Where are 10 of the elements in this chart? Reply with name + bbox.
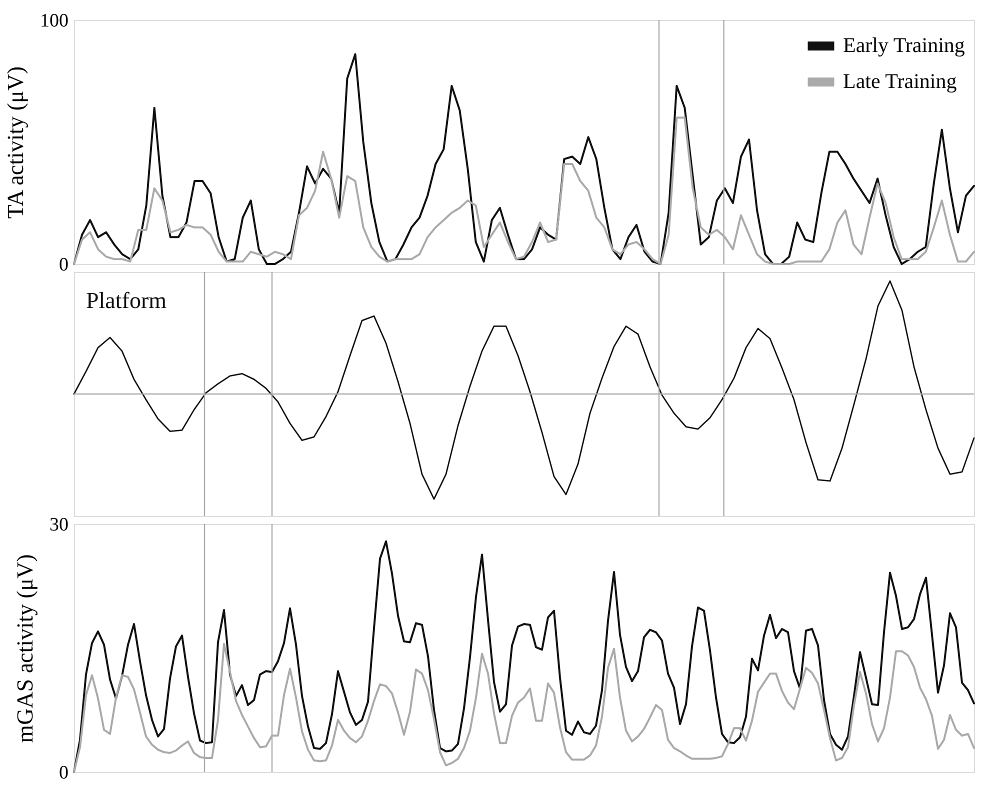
legend-label: Early Training [843, 33, 966, 57]
y-tick-label: 0 [59, 762, 68, 784]
y-axis-title: mGAS activity (μV) [12, 554, 38, 743]
y-tick-label: 100 [40, 10, 68, 32]
annotation: Platform [86, 288, 167, 313]
legend-label: Late Training [843, 69, 958, 93]
line-series [73, 540, 975, 773]
y-axis-title: TA activity (μV) [3, 66, 28, 219]
y-tick-label: 30 [50, 514, 68, 536]
y-tick-label: 0 [59, 254, 68, 276]
